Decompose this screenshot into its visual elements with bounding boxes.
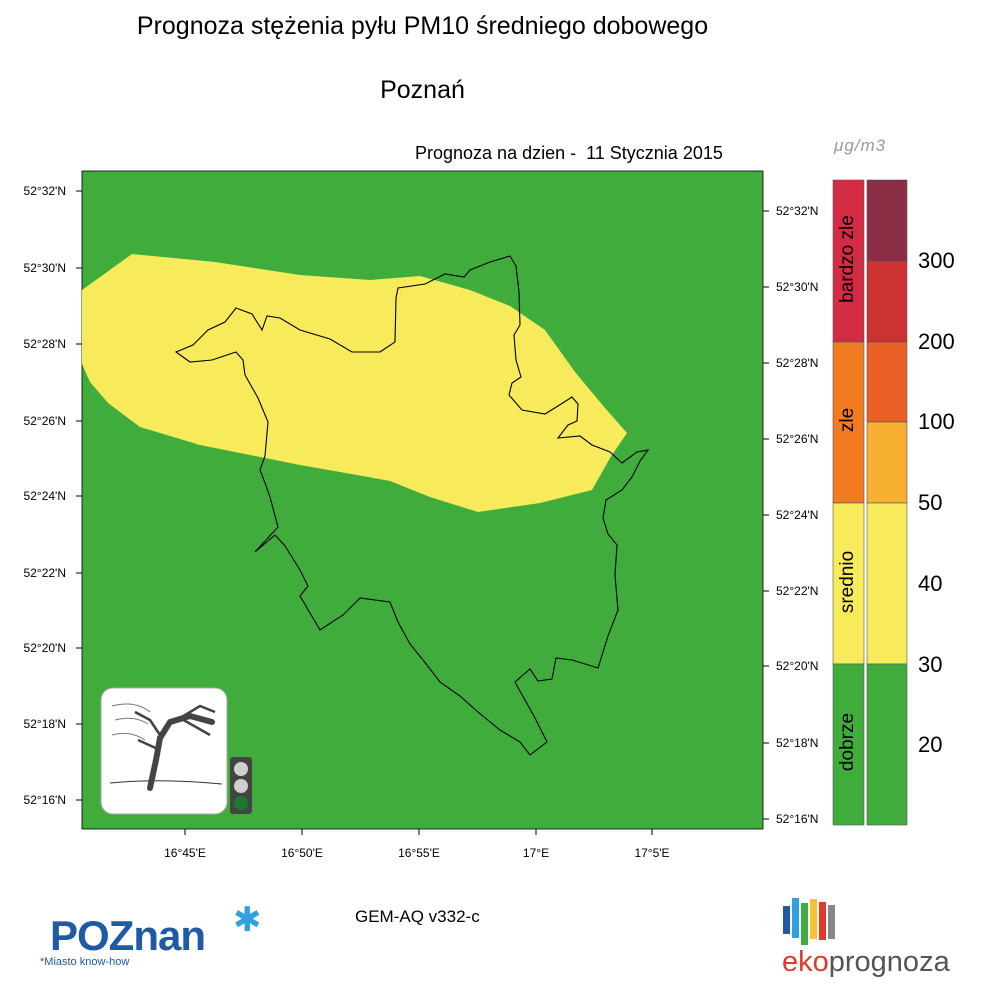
lat-label-left: 52°16'N (23, 793, 66, 807)
star-icon: ✱ (233, 901, 262, 939)
legend-level: 30 (918, 652, 943, 677)
lon-label: 17°5'E (634, 846, 670, 860)
unit-label: μg/m3 (834, 136, 887, 155)
poznan-tagline: *Miasto know-how (40, 956, 130, 968)
lat-label-left: 52°32'N (23, 184, 66, 198)
lat-label-right: 52°22'N (776, 584, 819, 598)
lat-label-left: 52°26'N (23, 414, 66, 428)
ekoprognoza-logo-part: eko (782, 946, 829, 978)
poznan-logo-word: POZnan (50, 912, 206, 959)
ekoprognoza-logo: ekoprognoza (782, 946, 950, 979)
lat-label-right: 52°24'N (776, 508, 819, 522)
lat-label-right: 52°28'N (776, 356, 819, 370)
lat-label-right: 52°18'N (776, 736, 819, 750)
city-name: Poznań (380, 76, 465, 104)
legend-level: 100 (918, 409, 955, 434)
traffic-light-icon (230, 757, 252, 814)
scale-bar (866, 179, 908, 826)
lon-label: 16°45'E (164, 846, 206, 860)
map-title: Prognoza stężenia pyłu PM10 średniego do… (136, 12, 709, 40)
legend-level: 200 (918, 329, 955, 354)
forecast-date: Prognoza na dzien - 11 Stycznia 2015 (415, 143, 723, 163)
lat-label-left: 52°18'N (23, 717, 66, 731)
legend-category-label: dobrze (837, 712, 858, 772)
ekoprognoza-logo-part: prognoza (828, 946, 950, 978)
legend-level: 20 (918, 732, 943, 757)
category-bar (832, 179, 865, 826)
poznan-logo: POZnan ✱ *Miasto know-how (40, 901, 262, 968)
lat-label-right: 52°16'N (776, 812, 819, 826)
legend-level: 300 (918, 248, 955, 273)
legend-level: 50 (918, 490, 943, 515)
lat-label-right: 52°26'N (776, 432, 819, 446)
lon-label: 17°E (522, 846, 550, 860)
legend-level: 40 (918, 571, 943, 596)
wind-tree-icon (100, 687, 228, 815)
legend-category-label: bardzo zle (837, 215, 858, 303)
lat-label-left: 52°28'N (23, 337, 66, 351)
legend-category-label: srednio (837, 550, 858, 614)
lat-label-right: 52°32'N (776, 204, 819, 218)
model-label: GEM-AQ v332-c (355, 907, 480, 926)
lat-label-left: 52°24'N (23, 489, 66, 503)
lon-label: 16°55'E (398, 846, 440, 860)
pm10-plume-area (82, 254, 627, 512)
lat-label-left: 52°30'N (23, 261, 66, 275)
ekoprognoza-logo-bars (783, 898, 835, 945)
lon-label: 16°50'E (281, 846, 323, 860)
legend-category-label: zle (837, 407, 858, 433)
poznan-city-boundary (174, 255, 650, 756)
lat-label-left: 52°20'N (23, 641, 66, 655)
lat-label-right: 52°20'N (776, 659, 819, 673)
lat-label-left: 52°22'N (23, 566, 66, 580)
lat-label-right: 52°30'N (776, 280, 819, 294)
